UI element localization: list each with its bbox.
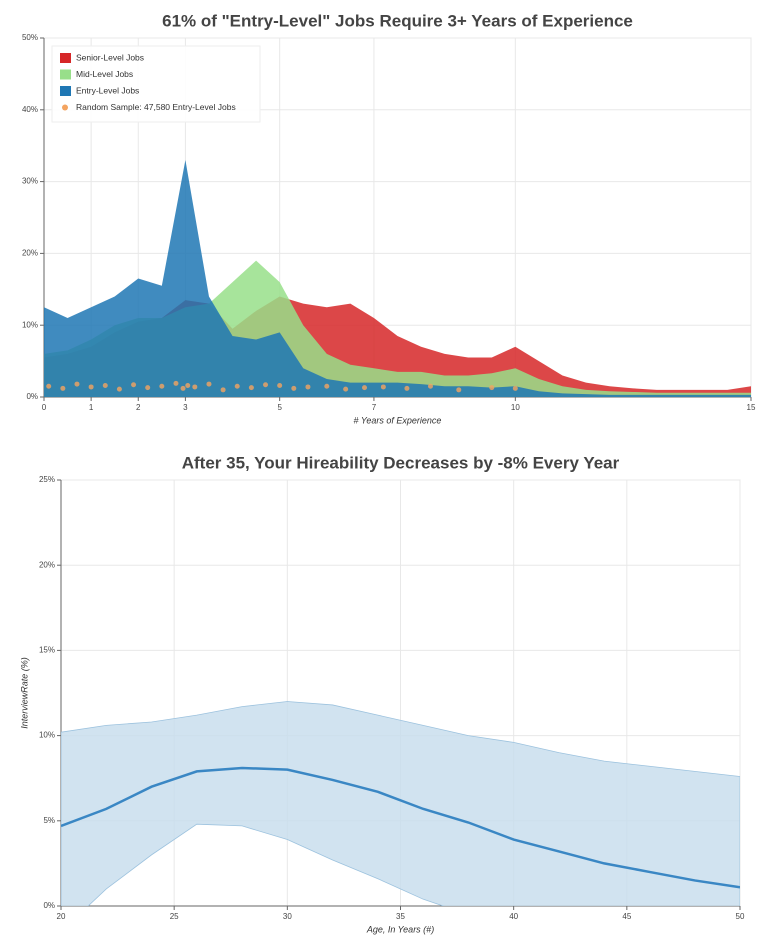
sample-point xyxy=(173,380,179,386)
x-tick-label: 45 xyxy=(622,912,631,921)
sample-point xyxy=(180,385,186,391)
sample-point xyxy=(324,383,330,389)
legend-swatch xyxy=(60,86,71,96)
sample-point xyxy=(380,384,386,390)
x-tick-label: 15 xyxy=(747,403,756,412)
chart-title: After 35, Your Hireability Decreases by … xyxy=(182,453,620,472)
y-tick-label: 0% xyxy=(26,392,38,401)
chart-title: 61% of "Entry-Level" Jobs Require 3+ Yea… xyxy=(162,11,633,30)
sample-point xyxy=(277,383,283,389)
legend-label: Entry-Level Jobs xyxy=(76,85,139,95)
legend-label: Senior-Level Jobs xyxy=(76,52,144,62)
sample-point xyxy=(456,387,462,393)
sample-point xyxy=(192,384,198,390)
y-tick-label: 20% xyxy=(22,249,38,258)
x-tick-label: 7 xyxy=(372,403,377,412)
x-tick-label: 50 xyxy=(736,912,745,921)
sample-point xyxy=(46,383,52,389)
y-tick-label: 10% xyxy=(39,731,55,740)
x-tick-label: 1 xyxy=(89,403,94,412)
y-tick-label: 5% xyxy=(43,816,55,825)
y-tick-label: 40% xyxy=(22,105,38,114)
y-tick-label: 25% xyxy=(39,475,55,484)
sample-point xyxy=(291,385,297,391)
x-tick-label: 3 xyxy=(183,403,188,412)
x-axis-label: Age, In Years (#) xyxy=(366,924,434,934)
sample-point xyxy=(343,386,349,392)
sample-point xyxy=(404,385,410,391)
sample-point xyxy=(74,381,80,387)
legend-swatch xyxy=(60,69,71,80)
sample-point xyxy=(116,386,122,392)
legend-box xyxy=(51,45,261,123)
x-tick-label: 20 xyxy=(57,912,66,921)
sample-point xyxy=(131,382,137,388)
x-tick-label: 10 xyxy=(511,403,520,412)
sample-point xyxy=(263,382,269,388)
legend-label: Mid-Level Jobs xyxy=(76,69,133,79)
sample-point xyxy=(220,387,226,393)
x-tick-label: 2 xyxy=(136,403,141,412)
sample-point xyxy=(102,383,108,389)
x-tick-label: 30 xyxy=(283,912,292,921)
plot-area xyxy=(61,701,740,906)
sample-point xyxy=(60,385,66,391)
x-tick-label: 35 xyxy=(396,912,405,921)
x-tick-label: 25 xyxy=(170,912,179,921)
sample-point xyxy=(185,383,191,389)
sample-point xyxy=(88,384,94,390)
sample-point xyxy=(234,383,240,389)
legend-swatch xyxy=(60,53,71,63)
legend: Senior-Level Jobs Mid-Level Jobs Entry-Lev… xyxy=(51,45,261,123)
y-tick-label: 15% xyxy=(39,646,55,655)
y-tick-label: 10% xyxy=(22,320,38,329)
sample-point xyxy=(489,385,495,391)
line xyxy=(61,766,740,889)
sample-point xyxy=(248,385,254,391)
y-tick-label: 50% xyxy=(22,33,38,42)
legend-marker xyxy=(62,104,68,111)
x-tick-label: 0 xyxy=(42,403,47,412)
sample-point xyxy=(145,385,151,391)
y-tick-label: 0% xyxy=(43,901,55,910)
sample-point xyxy=(159,383,165,389)
area xyxy=(44,160,751,397)
y-tick-label: 20% xyxy=(39,560,55,569)
x-axis-label: # Years of Experience xyxy=(354,415,442,425)
sample-point xyxy=(206,381,212,387)
sample-point xyxy=(512,385,518,391)
x-tick-label: 5 xyxy=(277,403,282,412)
sample-point xyxy=(427,383,433,389)
y-tick-label: 30% xyxy=(22,177,38,186)
x-tick-label: 40 xyxy=(509,912,518,921)
sample-point xyxy=(305,384,311,390)
legend-label: Random Sample: 47,580 Entry-Level Jobs xyxy=(76,102,236,112)
plot-area xyxy=(44,160,751,397)
sample-point xyxy=(362,385,368,391)
y-axis-label: InterviewRate (%) xyxy=(19,657,29,729)
